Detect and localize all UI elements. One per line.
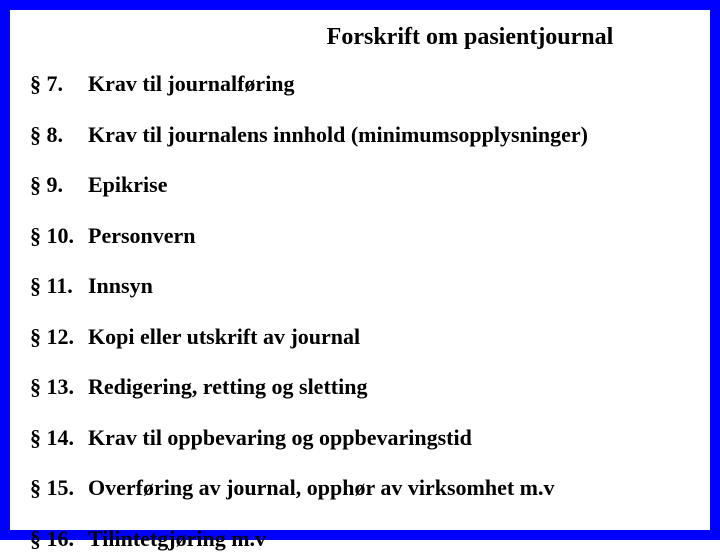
section-list: § 7. Krav til journalføring § 8. Krav ti… (30, 71, 690, 552)
item-number: § 11. (30, 273, 88, 299)
item-text: Tilintetgjøring m.v (88, 526, 266, 552)
item-number: § 10. (30, 223, 88, 249)
item-number: § 9. (30, 172, 88, 198)
item-number: § 7. (30, 71, 88, 97)
item-number: § 14. (30, 425, 88, 451)
list-item: § 9. Epikrise (30, 172, 690, 198)
item-text: Redigering, retting og sletting (88, 374, 367, 400)
list-item: § 13. Redigering, retting og sletting (30, 374, 690, 400)
item-number: § 13. (30, 374, 88, 400)
list-item: § 11. Innsyn (30, 273, 690, 299)
item-number: § 8. (30, 122, 88, 148)
item-text: Krav til journalføring (88, 71, 295, 97)
item-text: Krav til oppbevaring og oppbevaringstid (88, 425, 472, 451)
list-item: § 14. Krav til oppbevaring og oppbevarin… (30, 425, 690, 451)
item-text: Kopi eller utskrift av journal (88, 324, 360, 350)
list-item: § 15. Overføring av journal, opphør av v… (30, 475, 690, 501)
slide-frame: Forskrift om pasientjournal § 7. Krav ti… (0, 0, 720, 540)
item-number: § 16. (30, 526, 88, 552)
item-number: § 12. (30, 324, 88, 350)
list-item: § 16. Tilintetgjøring m.v (30, 526, 690, 552)
item-text: Epikrise (88, 172, 167, 198)
item-text: Innsyn (88, 273, 153, 299)
item-text: Overføring av journal, opphør av virksom… (88, 475, 554, 501)
list-item: § 10. Personvern (30, 223, 690, 249)
list-item: § 7. Krav til journalføring (30, 71, 690, 97)
page-title: Forskrift om pasientjournal (30, 24, 690, 51)
list-item: § 12. Kopi eller utskrift av journal (30, 324, 690, 350)
list-item: § 8. Krav til journalens innhold (minimu… (30, 122, 690, 148)
item-text: Personvern (88, 223, 196, 249)
item-number: § 15. (30, 475, 88, 501)
item-text: Krav til journalens innhold (minimumsopp… (88, 122, 588, 148)
